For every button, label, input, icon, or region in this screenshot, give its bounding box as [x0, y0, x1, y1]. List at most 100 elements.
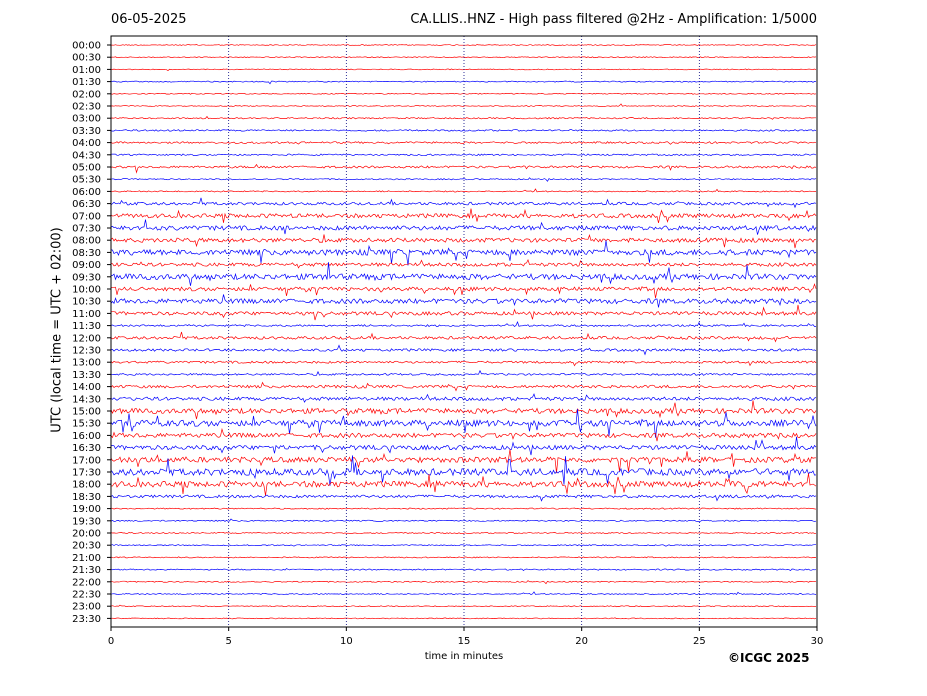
y-tick-label: 16:30 — [72, 443, 101, 454]
trace-2300 — [110, 604, 817, 608]
trace-0800 — [110, 233, 817, 249]
y-tick-label: 01:30 — [72, 77, 101, 88]
x-tick-label: 5 — [225, 636, 231, 647]
x-tick-label: 30 — [811, 636, 824, 647]
y-tick-label: 17:00 — [72, 455, 101, 466]
trace-0730 — [110, 219, 817, 235]
y-tick-label: 15:30 — [72, 419, 101, 430]
y-tick-label: 15:00 — [72, 407, 101, 418]
y-tick-label: 01:00 — [72, 65, 101, 76]
x-tick-label: 20 — [575, 636, 588, 647]
trace-0000 — [110, 44, 817, 46]
trace-0200 — [110, 92, 817, 95]
y-tick-label: 00:30 — [72, 53, 101, 64]
trace-1300 — [110, 360, 817, 367]
trace-2200 — [110, 580, 817, 585]
y-axis-label: UTC (local time = UTC + 02:00) — [49, 227, 65, 433]
plot-frame — [110, 35, 818, 628]
trace-2330 — [110, 617, 817, 620]
trace-1900 — [110, 507, 817, 510]
y-tick-label: 08:30 — [72, 248, 101, 259]
y-tick-label: 18:30 — [72, 492, 101, 503]
trace-1200 — [110, 331, 817, 343]
y-tick-label: 02:30 — [72, 102, 101, 113]
y-tick-label: 09:30 — [72, 272, 101, 283]
trace-0830 — [110, 240, 817, 266]
trace-1800 — [110, 473, 817, 496]
trace-0930 — [110, 262, 817, 286]
y-tick-label: 06:30 — [72, 199, 101, 210]
trace-1030 — [110, 294, 817, 308]
y-tick-label: 04:30 — [72, 150, 101, 161]
x-tick-label: 0 — [108, 636, 114, 647]
y-tick-label: 17:30 — [72, 468, 101, 479]
y-tick-label: 13:00 — [72, 358, 101, 369]
y-tick-label: 05:30 — [72, 175, 101, 186]
x-tick-label: 15 — [458, 636, 471, 647]
x-axis-label: time in minutes — [424, 651, 504, 662]
y-tick-label: 12:00 — [72, 333, 101, 344]
trace-1430 — [110, 393, 817, 403]
date-label: 06-05-2025 — [111, 12, 187, 27]
y-tick-label: 23:00 — [72, 602, 101, 613]
trace-group — [110, 44, 817, 620]
trace-0030 — [110, 56, 817, 59]
trace-1600 — [110, 427, 817, 442]
y-tick-label: 11:30 — [72, 321, 101, 332]
y-tick-label: 07:00 — [72, 211, 101, 222]
trace-2230 — [110, 591, 817, 596]
y-tick-label: 09:00 — [72, 260, 101, 271]
y-tick-label: 00:00 — [72, 41, 101, 52]
x-axis: 0 5 10 15 20 25 30 — [108, 627, 824, 647]
y-tick-label: 06:00 — [72, 187, 101, 198]
y-tick-label: 20:00 — [72, 529, 101, 540]
trace-0600 — [110, 188, 817, 193]
trace-0500 — [110, 163, 817, 174]
y-tick-label: 04:00 — [72, 138, 101, 149]
vertical-grid — [228, 36, 700, 627]
y-tick-label: 05:00 — [72, 163, 101, 174]
y-tick-label: 19:30 — [72, 516, 101, 527]
trace-1400 — [110, 381, 817, 392]
trace-0900 — [110, 258, 817, 269]
y-tick-label: 03:30 — [72, 126, 101, 137]
trace-1330 — [110, 369, 817, 376]
y-tick-label: 20:30 — [72, 541, 101, 552]
trace-1830 — [110, 494, 817, 502]
trace-2130 — [110, 568, 817, 572]
y-tick-label: 21:00 — [72, 553, 101, 564]
copyright-credit: ©ICGC 2025 — [728, 651, 810, 665]
trace-0400 — [110, 141, 817, 145]
y-tick-label: 02:00 — [72, 89, 101, 100]
trace-0230 — [110, 103, 817, 107]
trace-0530 — [110, 177, 817, 182]
trace-0630 — [110, 197, 817, 209]
y-tick-label: 13:30 — [72, 370, 101, 381]
y-tick-label: 23:30 — [72, 614, 101, 625]
trace-0300 — [110, 115, 816, 120]
trace-0130 — [110, 80, 817, 85]
trace-1130 — [110, 321, 816, 327]
y-tick-label: 16:00 — [72, 431, 101, 442]
y-tick-label: 18:00 — [72, 480, 101, 491]
trace-0430 — [110, 153, 817, 157]
y-tick-label: 19:00 — [72, 504, 101, 515]
x-tick-label: 25 — [693, 636, 706, 647]
y-tick-label: 07:30 — [72, 224, 101, 235]
trace-1730 — [110, 455, 817, 486]
trace-0100 — [111, 68, 817, 72]
trace-0700 — [110, 208, 817, 223]
y-tick-label: 10:30 — [72, 297, 101, 308]
y-tick-label: 22:30 — [72, 590, 101, 601]
y-tick-label: 08:00 — [72, 236, 101, 247]
y-tick-label: 14:00 — [72, 382, 101, 393]
y-tick-label: 14:30 — [72, 394, 101, 405]
trace-1930 — [110, 518, 817, 522]
trace-0330 — [110, 129, 817, 132]
trace-1100 — [110, 304, 817, 321]
y-tick-label: 11:00 — [72, 309, 101, 320]
trace-1530 — [110, 408, 817, 438]
trace-1700 — [110, 449, 817, 474]
